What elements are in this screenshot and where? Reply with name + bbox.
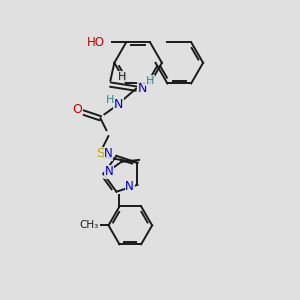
Text: H: H [106,95,115,106]
Text: H: H [146,76,154,85]
Text: N: N [105,165,114,178]
Text: N: N [125,180,134,193]
Text: N: N [104,147,113,161]
Text: N: N [114,98,123,111]
Text: H: H [118,72,126,82]
Text: HO: HO [86,36,104,49]
Text: N: N [137,82,147,95]
Text: S: S [96,148,105,160]
Text: O: O [73,103,82,116]
Text: CH₃: CH₃ [79,220,98,230]
